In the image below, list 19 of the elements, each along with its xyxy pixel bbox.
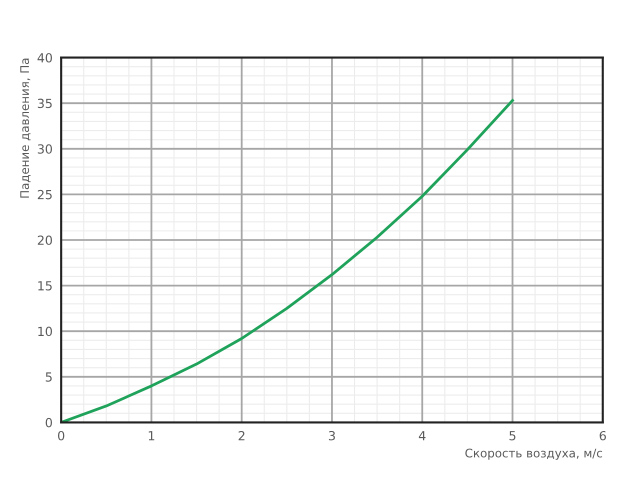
x-tick-label: 0 [58, 430, 64, 440]
line-series [61, 99, 514, 422]
y-tick-label: 0 [46, 418, 52, 428]
y-axis-title: Падение давления, Па [20, 58, 31, 198]
x-tick-label: 5 [510, 431, 516, 440]
x-tick-label: 3 [328, 430, 335, 440]
x-tick-label: 4 [418, 431, 426, 440]
y-tick-label: 20 [38, 235, 52, 245]
y-tick-label: 40 [38, 53, 52, 63]
y-tick-label: 25 [38, 190, 52, 200]
y-tick-label: 35 [38, 98, 52, 108]
y-tick-label: 5 [46, 372, 52, 382]
x-axis-title: Скорость воздуха, м/с [465, 448, 602, 460]
x-tick-label: 6 [600, 430, 606, 440]
y-tick-label: 10 [38, 326, 52, 336]
y-tick-label: 30 [38, 144, 52, 154]
x-tick-label: 2 [238, 430, 244, 440]
y-tick-label: 15 [38, 281, 52, 291]
x-tick-label: 1 [148, 431, 154, 440]
